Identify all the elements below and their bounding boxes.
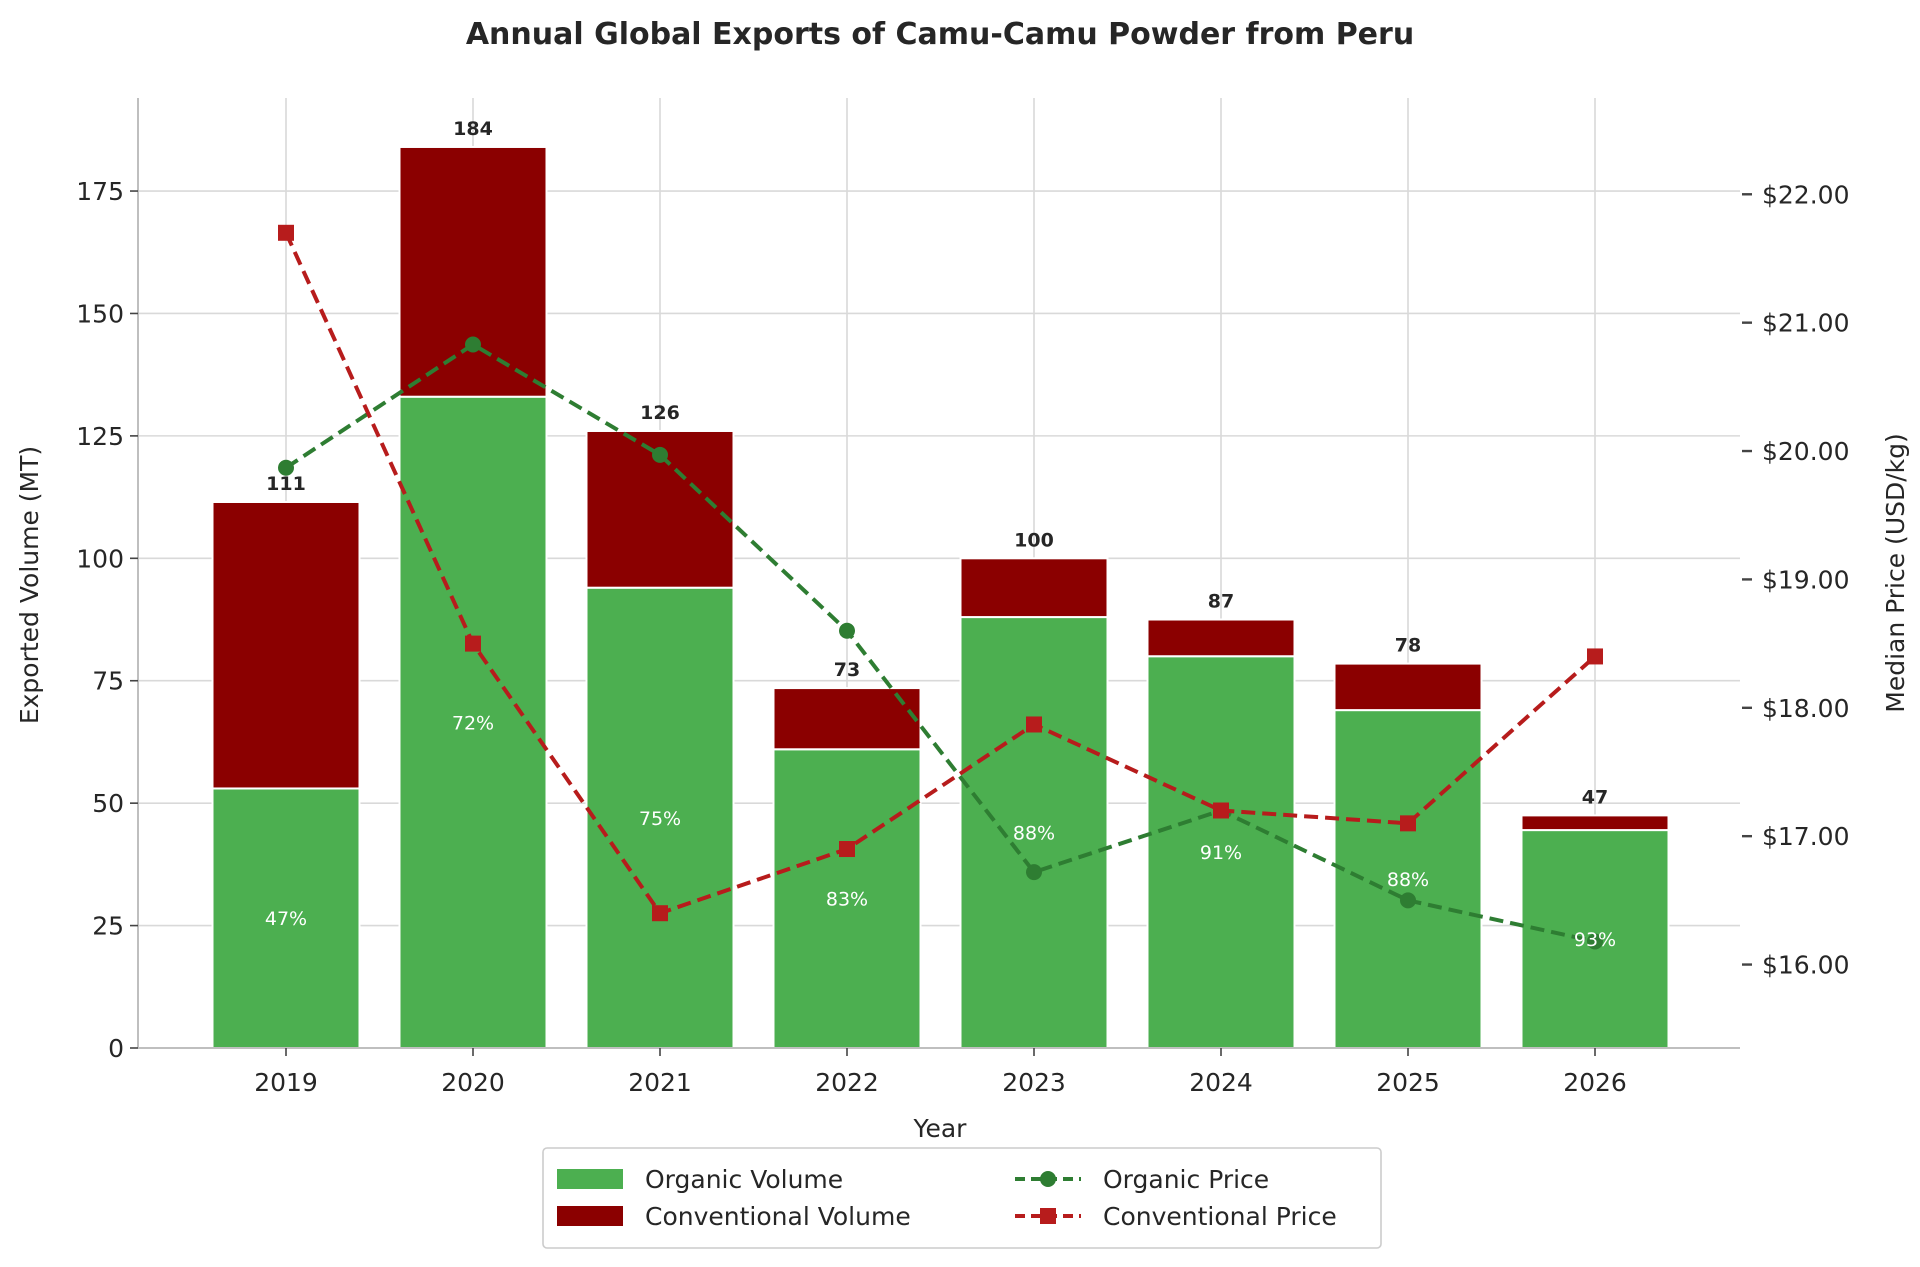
organic-price-point bbox=[278, 459, 294, 476]
y-tick-label: 25 bbox=[92, 912, 124, 941]
y2-tick-label: $22.00 bbox=[1762, 180, 1849, 209]
conventional-price-point bbox=[278, 224, 294, 241]
y-tick-label: 0 bbox=[108, 1034, 124, 1063]
organic-share-label: 75% bbox=[639, 808, 681, 830]
x-axis-label: Year bbox=[913, 1114, 968, 1143]
organic-share-label: 91% bbox=[1200, 842, 1242, 864]
legend-box bbox=[542, 1147, 1382, 1249]
organic-price-point bbox=[839, 622, 855, 639]
organic-price-point bbox=[1400, 892, 1416, 909]
conventional-volume-bar bbox=[772, 687, 922, 751]
chart-title: Annual Global Exports of Camu-Camu Powde… bbox=[466, 17, 1414, 52]
line-layer bbox=[278, 224, 1603, 950]
conventional-volume-bar bbox=[1520, 814, 1670, 832]
legend-marker bbox=[1040, 1208, 1056, 1224]
grid-layer bbox=[138, 98, 1740, 1049]
conventional-price-point bbox=[839, 841, 855, 858]
organic-volume-bar bbox=[959, 616, 1109, 1049]
conventional-price-point bbox=[652, 905, 668, 922]
organic-price-line bbox=[284, 342, 1596, 944]
y-tick-label: 150 bbox=[76, 299, 124, 328]
conventional-price-point bbox=[465, 635, 481, 652]
x-tick-label: 2021 bbox=[628, 1068, 692, 1097]
conventional-volume-bar bbox=[1146, 618, 1296, 658]
label-layer: 111 184 126 73 100 87 78 47 47% 72% 75% 83% 88% 91% 88… bbox=[265, 118, 1616, 951]
y2-tick-label: $21.00 bbox=[1762, 309, 1849, 338]
conventional-price-point bbox=[1213, 802, 1229, 819]
conventional-price-point bbox=[1400, 815, 1416, 832]
total-volume-label: 87 bbox=[1208, 591, 1234, 613]
conventional-volume-bar bbox=[211, 500, 361, 790]
y2-tick-label: $20.00 bbox=[1762, 437, 1849, 466]
legend-marker bbox=[1040, 1171, 1056, 1187]
legend-label: Organic Price bbox=[1103, 1165, 1269, 1194]
y2-tick-label: $17.00 bbox=[1762, 822, 1849, 851]
y2-tick-label: $19.00 bbox=[1762, 565, 1849, 594]
bar-layer bbox=[211, 145, 1670, 1050]
y-tick-label: 75 bbox=[92, 667, 124, 696]
total-volume-label: 111 bbox=[266, 473, 306, 495]
conventional-price-point bbox=[1587, 648, 1603, 665]
organic-volume-bar bbox=[772, 748, 922, 1049]
legend-label: Organic Volume bbox=[645, 1165, 843, 1194]
organic-share-label: 72% bbox=[452, 712, 494, 734]
total-volume-label: 78 bbox=[1395, 635, 1421, 657]
y2-tick-label: $18.00 bbox=[1762, 694, 1849, 723]
x-tick-label: 2024 bbox=[1189, 1068, 1253, 1097]
total-volume-label: 73 bbox=[834, 659, 860, 681]
organic-share-label: 93% bbox=[1574, 929, 1616, 951]
organic-price-point bbox=[1587, 933, 1603, 950]
conventional-price-line bbox=[284, 231, 1597, 916]
total-volume-label: 100 bbox=[1014, 529, 1054, 551]
organic-price-point bbox=[652, 446, 668, 463]
total-volume-label: 126 bbox=[640, 402, 680, 424]
y-tick-label: 100 bbox=[76, 544, 124, 573]
x-tick-label: 2025 bbox=[1376, 1068, 1440, 1097]
x-tick-label: 2020 bbox=[441, 1068, 505, 1097]
legend-swatch bbox=[557, 1169, 623, 1189]
axis-layer: 0 25 50 75 100 125 150 175 $16.00 $17.00 $18.00 $19… bbox=[76, 98, 1849, 1097]
legend-swatch bbox=[557, 1206, 623, 1226]
organic-price-point bbox=[465, 336, 481, 353]
conventional-volume-bar bbox=[398, 145, 548, 398]
total-volume-label: 47 bbox=[1582, 786, 1608, 808]
y2-tick-label: $16.00 bbox=[1762, 951, 1849, 980]
organic-volume-bar bbox=[211, 787, 361, 1049]
x-tick-label: 2022 bbox=[815, 1068, 879, 1097]
legend-label: Conventional Price bbox=[1103, 1202, 1337, 1231]
conventional-volume-bar bbox=[959, 557, 1109, 619]
legend: Organic Volume Conventional Volume Organic… bbox=[542, 1147, 1382, 1249]
y-axis-label: Exported Volume (MT) bbox=[15, 446, 44, 724]
y-tick-label: 125 bbox=[76, 422, 124, 451]
x-tick-label: 2026 bbox=[1563, 1068, 1627, 1097]
y-tick-label: 50 bbox=[92, 789, 124, 818]
y2-axis-label: Median Price (USD/kg) bbox=[1881, 433, 1910, 713]
organic-share-label: 47% bbox=[265, 908, 307, 930]
organic-share-label: 88% bbox=[1387, 869, 1429, 891]
legend-label: Conventional Volume bbox=[645, 1202, 911, 1231]
organic-price-point bbox=[1026, 864, 1042, 881]
organic-share-label: 83% bbox=[826, 889, 868, 911]
y-tick-label: 175 bbox=[76, 177, 124, 206]
x-tick-label: 2023 bbox=[1002, 1068, 1066, 1097]
conventional-volume-bar bbox=[1333, 662, 1483, 712]
organic-volume-bar bbox=[1333, 709, 1483, 1049]
x-tick-label: 2019 bbox=[254, 1068, 318, 1097]
organic-share-label: 88% bbox=[1013, 823, 1055, 845]
conventional-price-point bbox=[1026, 716, 1042, 733]
total-volume-label: 184 bbox=[453, 118, 493, 140]
